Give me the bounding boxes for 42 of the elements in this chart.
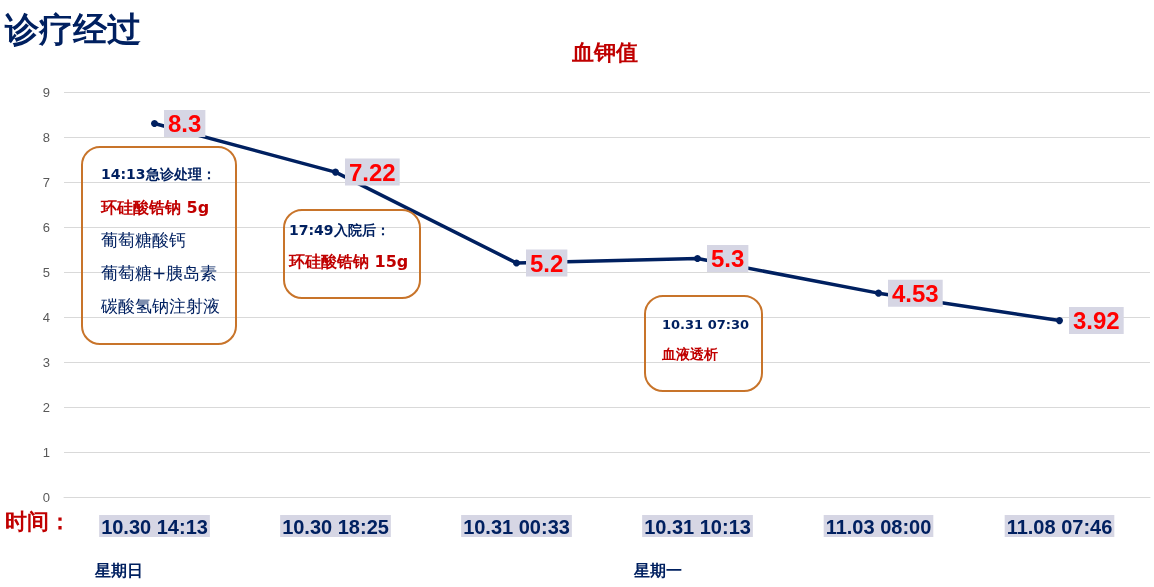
data-label: 7.22 [349,158,396,186]
x-tick-label: 10.30 14:13 [101,516,208,538]
annotation: 碳酸氢钠注射液 [100,295,220,316]
x-tick-label: 11.03 08:00 [825,516,932,538]
text: 诊疗经过 [4,9,141,49]
y-tick-label: 8 [42,129,50,145]
annotation: 14:13急诊处理： [101,166,216,182]
text: 时间： [5,508,71,534]
point [151,120,158,127]
text: 星期日 [94,560,143,580]
y-tick-label: 5 [42,264,50,280]
point [1056,317,1063,325]
annotation: 17:49入院后： [289,222,390,238]
text: 星期一 [633,560,682,580]
y-tick-label: 2 [42,399,50,415]
x-tick-label: 11.08 07:46 [1006,516,1113,538]
y-tick-label: 1 [42,444,50,460]
y-tick-label: 7 [42,174,50,190]
y-tick-label: 6 [42,219,50,235]
data-label: 8.3 [168,110,202,137]
y-tick-label: 3 [42,354,50,370]
data-label: 5.2 [530,249,564,277]
y-tick-label: 9 [42,84,50,100]
annotation: 血液透析 [661,346,718,362]
point [875,289,882,297]
point [332,168,339,176]
annotation: 环硅酸锆钠 15g [288,251,409,271]
annotation: 葡萄糖+胰岛素 [101,262,218,283]
annotation: 葡萄糖酸钙 [101,229,186,250]
y-tick-label: 4 [42,309,50,325]
data-label: 5.3 [711,245,745,272]
annotation: 环硅酸锆钠 5g [100,197,210,217]
x-tick-label: 10.31 00:33 [463,516,570,538]
x-tick-label: 10.31 10:13 [644,516,751,538]
y-tick-label: 0 [42,489,50,505]
point [513,259,520,267]
data-label: 3.92 [1073,307,1120,335]
data-label: 4.53 [892,279,939,307]
x-tick-label: 10.30 18:25 [282,516,389,538]
chart-title: 血钾值 [571,39,638,65]
point [694,255,701,262]
annotation: 10.31 07:30 [662,317,750,332]
